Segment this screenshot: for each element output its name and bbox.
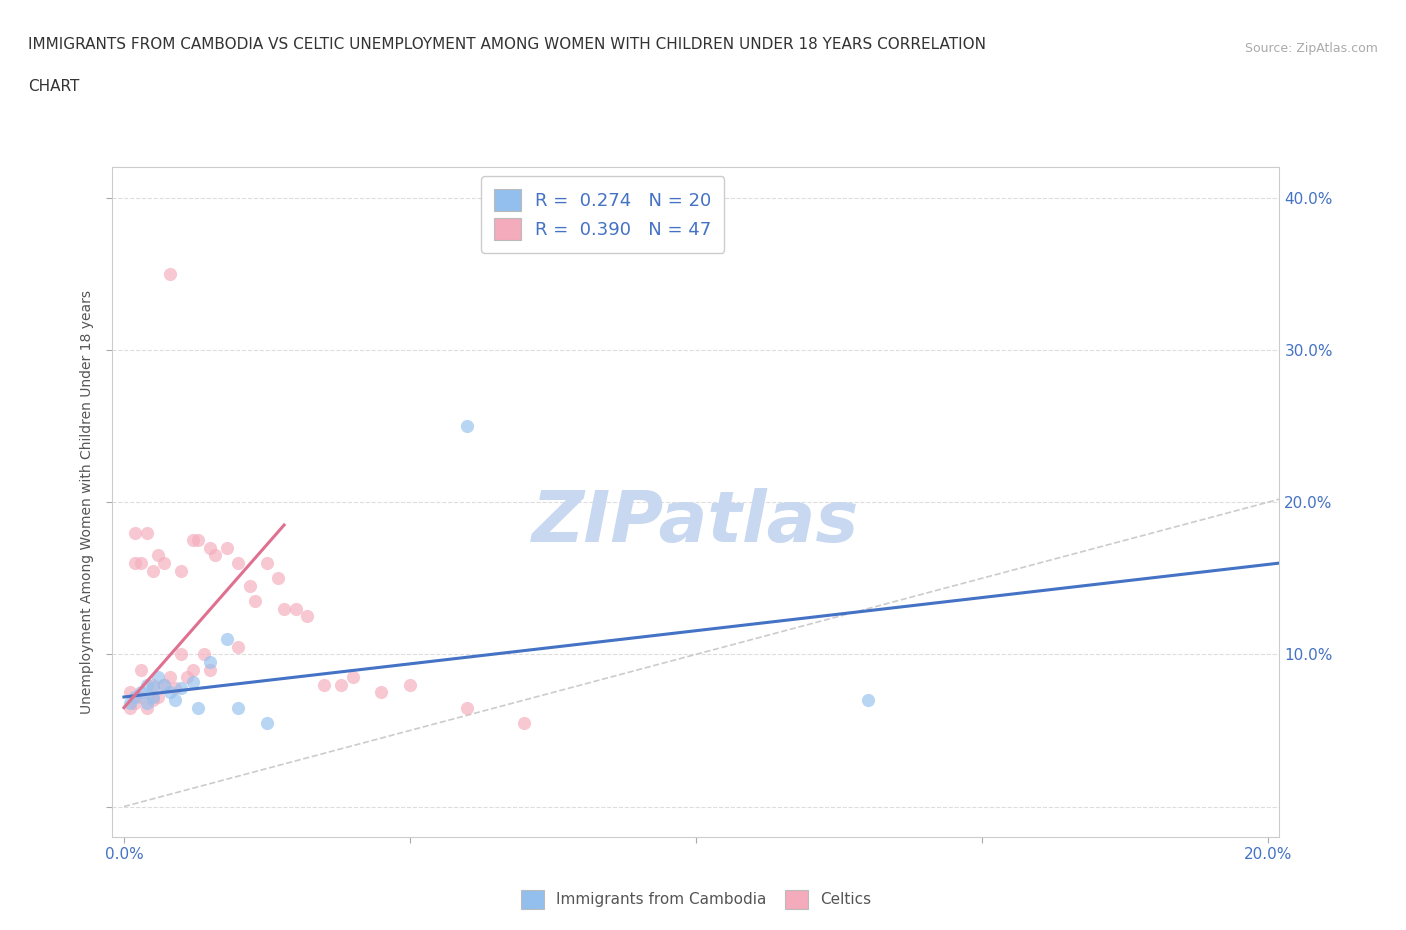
Point (314, 677, 336, 692)
Point (124, 689, 146, 704)
Point (153, 555, 176, 570)
Point (284, 602, 307, 617)
Point (159, 685, 181, 700)
Point (170, 564, 193, 578)
Point (215, 540, 238, 555)
Point (399, 677, 422, 692)
Point (148, 548, 170, 563)
Point (165, 681, 187, 696)
Point (141, 677, 163, 692)
Text: IMMIGRANTS FROM CAMBODIA VS CELTIC UNEMPLOYMENT AMONG WOMEN WITH CHILDREN UNDER : IMMIGRANTS FROM CAMBODIA VS CELTIC UNEMP… (28, 37, 986, 52)
Point (159, 267, 181, 282)
Point (129, 689, 152, 704)
Point (256, 555, 278, 570)
Point (159, 670, 181, 684)
Point (204, 548, 226, 563)
Point (124, 525, 146, 540)
Point (118, 700, 141, 715)
Point (118, 696, 141, 711)
Legend: Immigrants from Cambodia, Celtics: Immigrants from Cambodia, Celtics (513, 883, 879, 916)
Point (141, 564, 163, 578)
Point (135, 525, 157, 540)
Point (129, 662, 152, 677)
Point (245, 593, 267, 608)
Point (330, 677, 353, 692)
Point (181, 662, 204, 677)
Point (135, 696, 157, 711)
Point (141, 681, 163, 696)
Point (456, 418, 478, 433)
Point (256, 715, 278, 730)
Point (856, 693, 879, 708)
Point (228, 700, 250, 715)
Point (153, 677, 176, 692)
Point (165, 693, 187, 708)
Point (273, 602, 295, 617)
Point (181, 674, 204, 689)
Point (370, 685, 392, 700)
Point (198, 540, 221, 555)
Point (170, 681, 193, 696)
Point (153, 677, 176, 692)
Point (135, 700, 157, 715)
Point (187, 533, 209, 548)
Point (148, 689, 170, 704)
Point (228, 555, 250, 570)
Y-axis label: Unemployment Among Women with Children Under 18 years: Unemployment Among Women with Children U… (80, 290, 94, 714)
Point (129, 685, 152, 700)
Point (198, 662, 221, 677)
Point (176, 670, 198, 684)
Point (456, 700, 478, 715)
Point (124, 555, 146, 570)
Point (342, 670, 364, 684)
Point (228, 639, 250, 654)
Point (295, 609, 318, 624)
Point (124, 696, 146, 711)
Text: CHART: CHART (28, 79, 80, 94)
Point (193, 647, 215, 662)
Point (135, 677, 157, 692)
Text: ZIPatlas: ZIPatlas (533, 488, 859, 557)
Point (215, 631, 238, 646)
Point (239, 578, 262, 593)
Point (129, 555, 152, 570)
Point (198, 655, 221, 670)
Point (181, 533, 204, 548)
Point (170, 647, 193, 662)
Point (118, 685, 141, 700)
Text: Source: ZipAtlas.com: Source: ZipAtlas.com (1244, 42, 1378, 55)
Point (148, 670, 170, 684)
Point (513, 715, 536, 730)
Point (141, 689, 163, 704)
Point (267, 571, 290, 586)
Point (187, 700, 209, 715)
Point (141, 693, 163, 708)
